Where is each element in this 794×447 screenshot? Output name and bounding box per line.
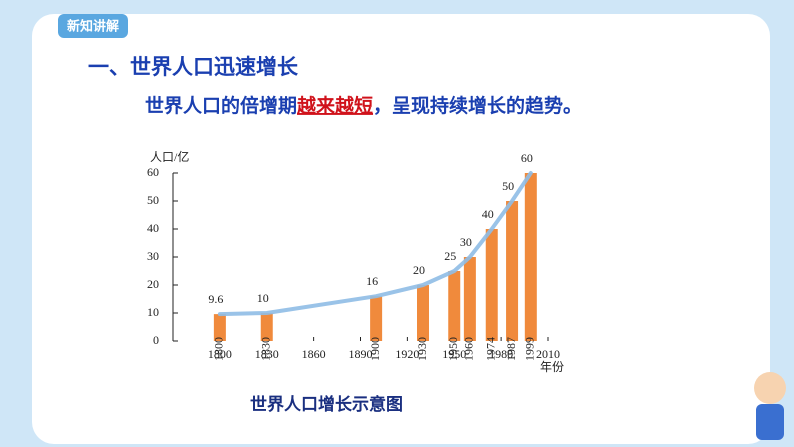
x-tick-label: 1920 — [395, 347, 419, 361]
value-label: 60 — [521, 151, 533, 165]
y-tick-label: 20 — [147, 277, 159, 291]
bar — [485, 229, 498, 341]
bar-year-label: 1999 — [523, 337, 537, 361]
bar-year-label: 1987 — [504, 337, 518, 361]
bar — [370, 296, 383, 341]
bar-year-label: 1960 — [462, 337, 476, 361]
y-tick-label: 10 — [147, 305, 159, 319]
value-label: 50 — [502, 179, 514, 193]
heading: 一、世界人口迅速增长 — [88, 55, 299, 79]
x-tick-label: 1950 — [442, 347, 466, 361]
value-label: 10 — [257, 291, 269, 305]
bar-year-label: 1900 — [368, 337, 382, 361]
x-tick-label: 1890 — [349, 347, 373, 361]
chart-title: 世界人口增长示意图 — [250, 394, 403, 415]
bar — [448, 271, 461, 341]
x-tick-label: 1830 — [255, 347, 279, 361]
y-tick-label: 50 — [147, 193, 159, 207]
value-label: 9.6 — [208, 292, 223, 306]
bar — [260, 313, 273, 341]
x-tick-label: 1800 — [208, 347, 232, 361]
x-axis-label: 年份 — [540, 360, 564, 374]
bar-year-label: 1930 — [415, 337, 429, 361]
boy — [754, 372, 786, 440]
bar — [524, 173, 537, 341]
value-label: 25 — [444, 249, 456, 263]
y-axis-label: 人口/亿 — [150, 149, 189, 164]
bar-year-label: 1950 — [446, 337, 460, 361]
tab-box — [58, 14, 128, 38]
tab: 新知讲解 — [67, 19, 119, 35]
sentence: 世界人口的倍增期越来越短，呈现持续增长的趋势。 — [145, 94, 582, 117]
x-tick-label: 2010 — [536, 347, 560, 361]
value-label: 30 — [460, 235, 472, 249]
bar — [463, 257, 476, 341]
value-label: 40 — [482, 207, 494, 221]
y-tick-label: 40 — [147, 221, 159, 235]
sentence-end: ，呈现持续增长的趋势。 — [373, 94, 582, 117]
bar — [417, 285, 429, 341]
value-label: 20 — [413, 263, 425, 277]
y-tick-label: 60 — [147, 165, 159, 179]
x-tick-label: 1860 — [302, 347, 326, 361]
bar-year-label: 1974 — [484, 337, 498, 361]
trend-line — [217, 171, 533, 317]
bar-year-label: 1830 — [259, 337, 273, 361]
x-tick-label: 1980 — [489, 347, 513, 361]
value-label: 16 — [366, 274, 378, 288]
bar-year-label: 1800 — [212, 337, 226, 361]
sentence-start: 世界人口的倍增期 — [145, 94, 297, 117]
emphasis: 越来越短 — [296, 94, 373, 117]
y-tick-label: 0 — [153, 333, 159, 347]
bar — [213, 314, 226, 341]
y-tick-label: 30 — [147, 249, 159, 263]
bar — [506, 201, 519, 341]
